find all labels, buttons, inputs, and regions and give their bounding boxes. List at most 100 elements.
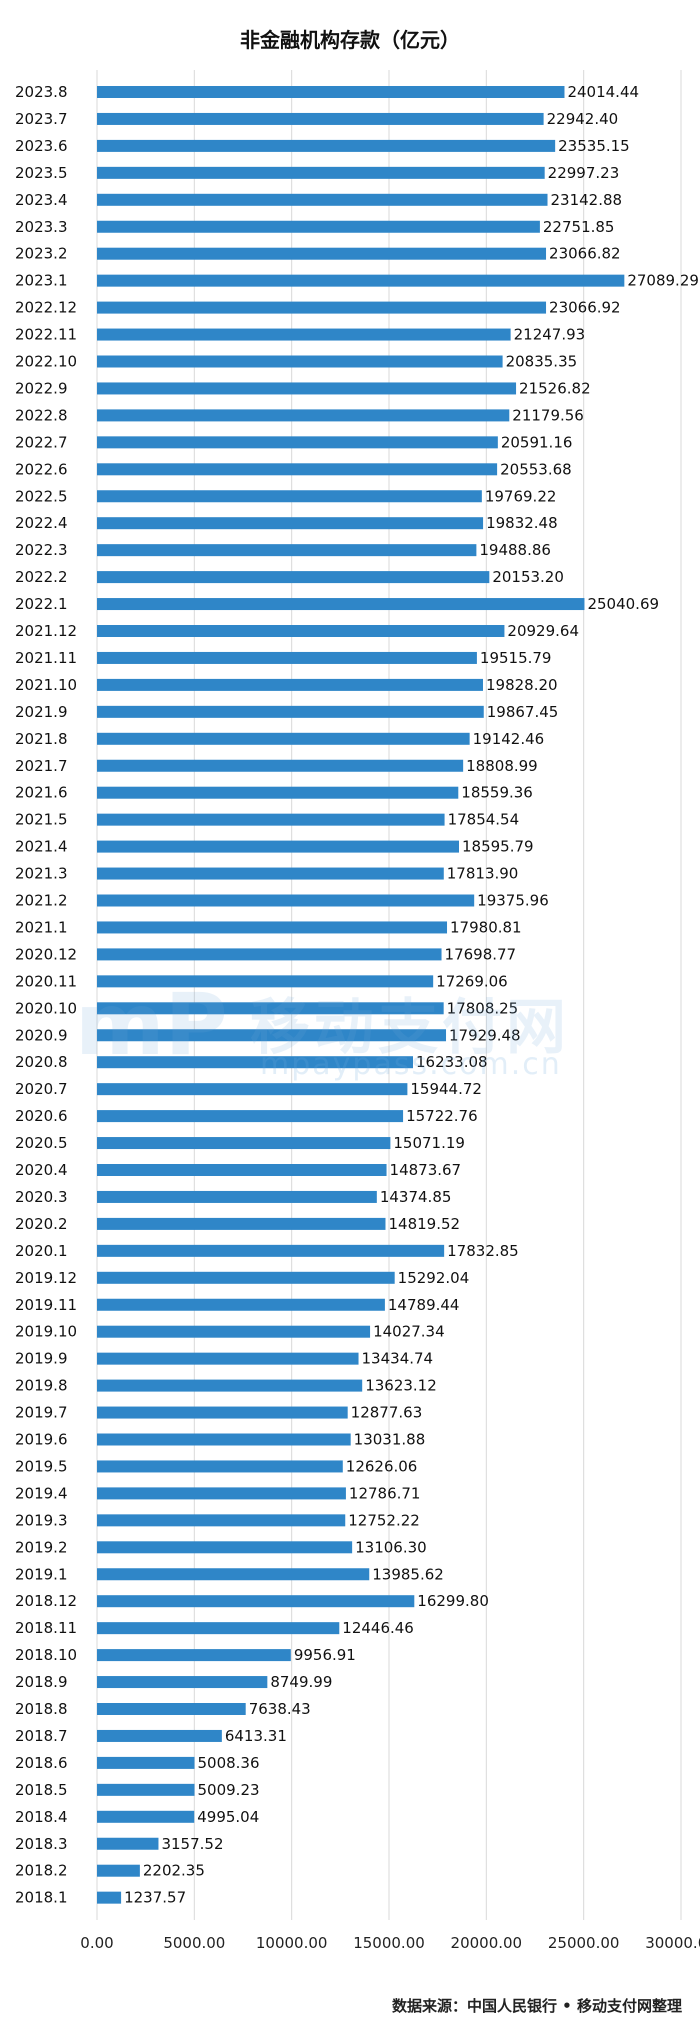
category-label: 2022.7 xyxy=(15,433,68,451)
value-label: 19867.45 xyxy=(487,703,559,721)
x-tick-label: 30000.00 xyxy=(645,1934,700,1952)
value-label: 13434.74 xyxy=(362,1350,434,1368)
value-label: 12786.71 xyxy=(349,1484,421,1502)
bar xyxy=(97,139,556,152)
x-tick-label: 5000.00 xyxy=(163,1934,225,1952)
value-label: 25040.69 xyxy=(587,595,659,613)
value-label: 13985.62 xyxy=(372,1565,444,1583)
category-label: 2018.4 xyxy=(15,1808,68,1826)
bar xyxy=(97,86,565,98)
bar xyxy=(97,1568,370,1581)
bar xyxy=(97,571,490,584)
value-label: 8749.99 xyxy=(270,1673,332,1691)
value-label: 16233.08 xyxy=(416,1053,488,1071)
bar xyxy=(97,1406,348,1419)
value-label: 14873.67 xyxy=(390,1161,462,1179)
category-label: 2018.11 xyxy=(15,1619,77,1637)
category-label: 2021.1 xyxy=(15,918,68,936)
bar xyxy=(97,598,585,611)
x-tick-label: 25000.00 xyxy=(548,1934,620,1952)
value-label: 17808.25 xyxy=(447,999,519,1017)
value-label: 14374.85 xyxy=(380,1188,452,1206)
bar xyxy=(97,813,445,826)
category-label: 2021.3 xyxy=(15,865,68,883)
value-label: 9956.91 xyxy=(294,1646,356,1664)
value-label: 14819.52 xyxy=(388,1215,460,1233)
category-label: 2022.11 xyxy=(15,326,77,344)
category-label: 2018.12 xyxy=(15,1592,77,1610)
value-label: 20553.68 xyxy=(500,460,572,478)
category-label: 2020.12 xyxy=(15,945,77,963)
x-tick-label: 10000.00 xyxy=(256,1934,328,1952)
bar xyxy=(97,436,498,449)
x-tick-label: 15000.00 xyxy=(353,1934,425,1952)
value-label: 17269.06 xyxy=(436,972,508,990)
value-label: 19488.86 xyxy=(479,541,551,559)
value-label: 17854.54 xyxy=(448,811,520,829)
value-label: 22751.85 xyxy=(543,218,615,236)
category-label: 2019.2 xyxy=(15,1538,68,1556)
bar xyxy=(97,166,545,179)
value-label: 18808.99 xyxy=(466,757,538,775)
value-label: 21179.56 xyxy=(512,406,584,424)
bar xyxy=(97,1595,415,1608)
value-label: 6413.31 xyxy=(225,1727,287,1745)
category-label: 2021.11 xyxy=(15,649,77,667)
bar xyxy=(97,1244,445,1257)
bar xyxy=(97,301,547,314)
value-label: 16299.80 xyxy=(417,1592,489,1610)
category-label: 2019.7 xyxy=(15,1404,68,1422)
category-label: 2020.5 xyxy=(15,1134,68,1152)
value-label: 18595.79 xyxy=(462,838,534,856)
category-label: 2019.9 xyxy=(15,1350,68,1368)
value-label: 19832.48 xyxy=(486,514,558,532)
value-label: 19142.46 xyxy=(473,730,545,748)
category-label: 2020.4 xyxy=(15,1161,68,1179)
bar xyxy=(97,1029,447,1042)
value-label: 2202.35 xyxy=(143,1862,205,1880)
value-label: 1237.57 xyxy=(124,1889,186,1907)
bar xyxy=(97,1217,386,1230)
category-label: 2020.2 xyxy=(15,1215,68,1233)
bar xyxy=(97,1649,291,1662)
category-label: 2022.6 xyxy=(15,460,68,478)
category-label: 2020.10 xyxy=(15,999,77,1017)
chart-title: 非金融机构存款（亿元） xyxy=(240,28,460,52)
category-label: 2022.2 xyxy=(15,568,68,586)
bar xyxy=(97,1433,351,1446)
value-label: 12877.63 xyxy=(351,1404,423,1422)
category-label: 2019.5 xyxy=(15,1457,68,1475)
bar xyxy=(97,678,483,691)
x-axis-ticks: 0.00 5000.00 10000.00 15000.00 20000.00 25000… xyxy=(80,1934,700,1952)
value-label: 19515.79 xyxy=(480,649,552,667)
bar xyxy=(97,1729,222,1742)
category-label: 2019.1 xyxy=(15,1565,68,1583)
category-label: 2020.6 xyxy=(15,1107,68,1125)
value-label: 23535.15 xyxy=(558,137,630,155)
gridlines xyxy=(96,70,682,1920)
category-label: 2019.8 xyxy=(15,1377,68,1395)
category-label: 2018.2 xyxy=(15,1862,68,1880)
category-label: 2023.8 xyxy=(15,83,68,101)
category-label: 2019.11 xyxy=(15,1296,77,1314)
value-label: 3157.52 xyxy=(161,1835,223,1853)
category-label: 2022.1 xyxy=(15,595,68,613)
bar xyxy=(97,1056,414,1069)
category-label: 2018.5 xyxy=(15,1781,68,1799)
value-label: 27089.29 xyxy=(627,272,699,290)
bar xyxy=(97,1514,346,1527)
category-label: 2022.10 xyxy=(15,353,77,371)
category-label: 2022.12 xyxy=(15,299,77,317)
category-label: 2021.7 xyxy=(15,757,68,775)
value-label: 23066.82 xyxy=(549,245,621,263)
value-label: 21526.82 xyxy=(519,379,591,397)
value-label: 24014.44 xyxy=(567,83,639,101)
value-label: 23066.92 xyxy=(549,299,621,317)
category-label: 2023.1 xyxy=(15,272,68,290)
value-label: 13031.88 xyxy=(354,1431,426,1449)
bar xyxy=(97,625,505,637)
value-label: 4995.04 xyxy=(197,1808,259,1826)
bar xyxy=(97,1676,268,1689)
